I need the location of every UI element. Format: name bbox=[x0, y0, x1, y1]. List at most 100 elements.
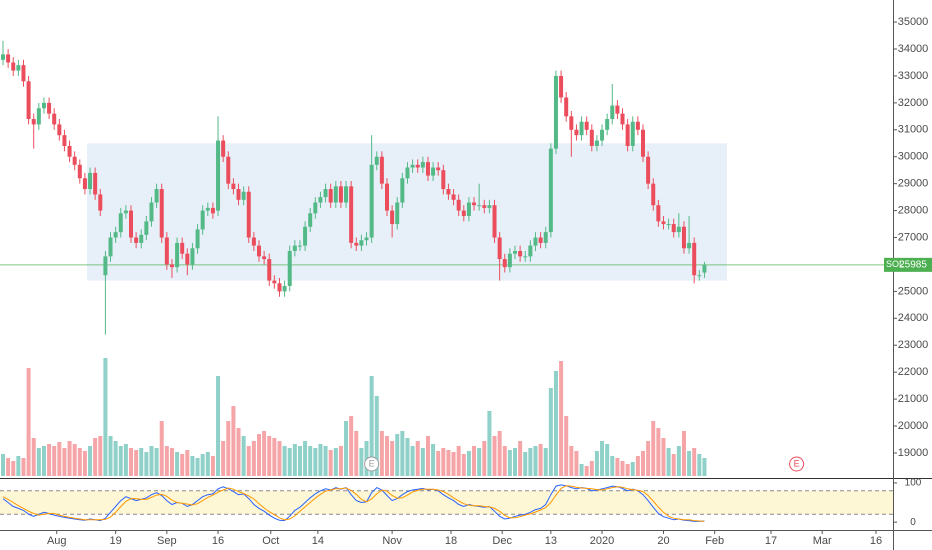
candle-body bbox=[364, 237, 369, 241]
candle-body bbox=[436, 167, 441, 171]
candle-body bbox=[492, 205, 497, 238]
volume-bar bbox=[369, 376, 374, 476]
candle-body bbox=[477, 205, 482, 207]
volume-bar bbox=[523, 452, 528, 476]
volume-bar bbox=[646, 441, 651, 476]
last-price-name: SOL bbox=[886, 259, 904, 269]
volume-bar bbox=[594, 451, 599, 476]
candle-body bbox=[323, 189, 328, 198]
volume-bar bbox=[226, 421, 231, 476]
volume-bar bbox=[236, 428, 241, 476]
candle-body bbox=[681, 226, 686, 249]
volume-bar bbox=[231, 406, 236, 476]
volume-bar bbox=[390, 441, 395, 476]
volume-bar bbox=[681, 431, 686, 476]
volume-bar bbox=[241, 436, 246, 476]
stoch-line bbox=[2, 485, 705, 522]
y-tick-label: 22000 bbox=[898, 366, 929, 378]
x-tick-label: Feb bbox=[705, 535, 724, 547]
volume-bar bbox=[6, 458, 11, 476]
candle-body bbox=[180, 242, 185, 254]
candle-body bbox=[246, 191, 251, 238]
volume-bar bbox=[292, 444, 297, 476]
volume-bar bbox=[11, 461, 16, 476]
candle-body bbox=[594, 140, 599, 146]
volume-bar bbox=[569, 446, 574, 476]
candle-body bbox=[523, 256, 528, 258]
candle-body bbox=[641, 129, 645, 157]
candle-body bbox=[328, 189, 333, 203]
volume-bar bbox=[139, 448, 144, 476]
y-tick-label: 19000 bbox=[898, 447, 929, 459]
candle-body bbox=[676, 226, 681, 233]
volume-bar bbox=[456, 446, 461, 476]
candle-body bbox=[497, 237, 502, 260]
volume-bar bbox=[487, 411, 492, 476]
candle-body bbox=[400, 178, 405, 203]
volume-bar bbox=[574, 451, 579, 476]
volume-bar bbox=[651, 421, 656, 476]
volume-bar bbox=[656, 428, 661, 476]
y-tick-label: 28000 bbox=[898, 204, 929, 216]
volume-bar bbox=[159, 421, 164, 476]
volume-bar bbox=[175, 452, 180, 476]
stoch-tick-label: 0 bbox=[910, 517, 916, 528]
candle-body bbox=[564, 97, 569, 117]
volume-bar bbox=[518, 441, 523, 476]
volume-bar bbox=[134, 450, 139, 476]
candle-body bbox=[687, 242, 692, 249]
candle-body bbox=[518, 250, 523, 257]
candle-body bbox=[277, 283, 282, 292]
candle-body bbox=[451, 194, 456, 200]
candle-body bbox=[671, 224, 676, 233]
candle-body bbox=[149, 202, 154, 222]
candle-body bbox=[6, 54, 11, 63]
volume-bar bbox=[272, 438, 277, 476]
candle-body bbox=[1, 54, 5, 60]
candle-body bbox=[600, 129, 605, 141]
volume-bar bbox=[564, 416, 569, 476]
candle-body bbox=[446, 189, 451, 195]
volume-bar bbox=[436, 451, 441, 476]
candle-body bbox=[16, 65, 21, 71]
candle-body bbox=[190, 248, 195, 265]
candle-body bbox=[605, 119, 610, 130]
volume-bar bbox=[257, 434, 261, 476]
candle-body bbox=[584, 121, 589, 130]
candle-body bbox=[41, 102, 46, 109]
candle-body bbox=[620, 113, 625, 125]
volume-bar bbox=[41, 446, 46, 476]
volume-bar bbox=[630, 462, 635, 476]
candle-body bbox=[313, 202, 318, 214]
volume-bar bbox=[415, 441, 420, 476]
candle-body bbox=[390, 210, 395, 225]
volume-bar bbox=[262, 431, 267, 476]
candle-body bbox=[354, 242, 359, 246]
y-tick-label: 29000 bbox=[898, 178, 929, 190]
candle-body bbox=[466, 202, 471, 216]
candle-body bbox=[118, 213, 123, 233]
volume-bar bbox=[154, 448, 159, 476]
candle-body bbox=[200, 210, 205, 230]
candle-body bbox=[385, 183, 389, 211]
volume-bar bbox=[251, 441, 256, 476]
volume-bar bbox=[118, 446, 123, 476]
volume-bar bbox=[548, 388, 553, 476]
candle-body bbox=[21, 65, 26, 82]
x-tick-label: 16 bbox=[870, 535, 882, 547]
x-tick-label: 2020 bbox=[590, 535, 614, 547]
volume-bar bbox=[1, 454, 5, 476]
candle-body bbox=[420, 162, 425, 168]
volume-bar bbox=[620, 461, 625, 476]
volume-bar bbox=[349, 416, 354, 476]
volume-bar bbox=[21, 458, 26, 476]
volume-bar bbox=[277, 441, 282, 476]
candle-body bbox=[395, 202, 400, 225]
volume-bar bbox=[221, 441, 226, 476]
volume-bar bbox=[200, 454, 205, 476]
y-tick-label: 31000 bbox=[898, 124, 929, 136]
volume-bar bbox=[395, 434, 400, 476]
candle-body bbox=[441, 170, 446, 190]
candle-body bbox=[338, 186, 343, 203]
